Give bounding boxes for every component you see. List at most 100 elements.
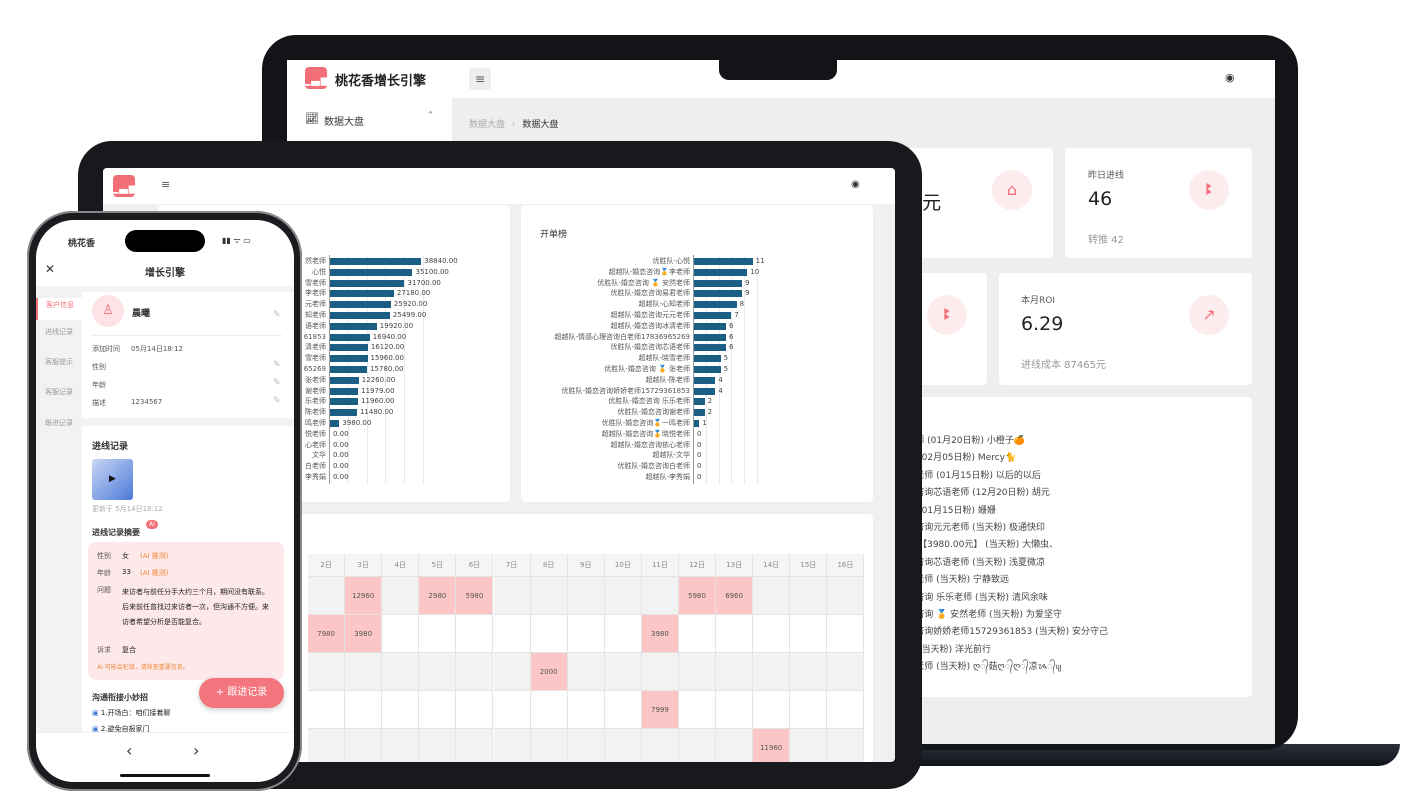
table-cell — [530, 729, 568, 762]
record-title: 进线记录 — [92, 442, 129, 452]
field-label: 年龄 — [92, 381, 106, 389]
table-cell — [679, 729, 717, 762]
bar-value: 25499.00 — [392, 311, 427, 319]
bar-label: 61853 — [303, 332, 326, 341]
tab-followup-record[interactable]: 跟进记录 — [45, 419, 73, 427]
table-cell — [308, 729, 346, 762]
bar-value: 0 — [697, 451, 702, 460]
feed-item[interactable]: 队-婚恋咨询芯语老师 (当天粉) 浅夏微凉 — [885, 557, 1045, 568]
bar-label: 优胜队-婚恋咨询娇娇老师15729361853 — [561, 386, 690, 395]
stat-sub: 转推 42 — [1088, 235, 1124, 246]
feed-item[interactable]: 队-婚恋咨询元元老师 (当天粉) 极通快印 — [885, 523, 1045, 533]
table-cell — [604, 615, 642, 653]
table-cell — [716, 615, 754, 653]
bar-label: 超越队-李秀娟 — [645, 473, 690, 481]
add-followup-button[interactable]: + 跟进记录 — [199, 678, 284, 708]
table-cell — [716, 653, 754, 691]
tip-item[interactable]: ▣ 1.开场白：咱们接着聊 — [92, 709, 171, 717]
table-cell — [604, 729, 642, 762]
tab-service-tips[interactable]: 客服提示 — [45, 358, 73, 366]
close-icon[interactable]: ✕ — [45, 262, 56, 276]
feed-item[interactable]: 队-晓雪老师 (当天粉) 宁静致远 — [885, 575, 1009, 586]
table-cell — [679, 615, 717, 653]
feed-item[interactable]: 队-婚恋咨询 🏅 安然老师 (当天粉) 为爱坚守 — [885, 610, 1062, 620]
table-header-cell: 9日 — [567, 554, 605, 577]
feed-item[interactable]: 队-婚恋咨询 乐乐老师 (当天粉) 清风余味 — [885, 592, 1048, 603]
table-cell — [567, 577, 605, 615]
table-cell: 12960 — [345, 577, 383, 615]
bar-label: 鸣老师 — [305, 419, 326, 427]
bar-value: 11979.00 — [361, 386, 395, 395]
tab-service-record[interactable]: 客服记录 — [45, 388, 73, 396]
bar-label: 雪老师 — [305, 278, 326, 287]
table-cell — [382, 577, 420, 615]
table-cell — [790, 691, 828, 729]
table-cell — [716, 729, 754, 762]
customer-name: 晨曦 — [132, 309, 151, 319]
feed-item[interactable]: 队-心如老师 (当天粉) ღ᭄菇ღ᭄ღ᭄凉ᝰ᭄ᦼ — [885, 662, 1062, 673]
edit-icon[interactable]: ✎ — [273, 360, 281, 370]
field-label: 添加时间 — [92, 345, 120, 353]
feed-item[interactable]: 队-婚恋咨询娇娇老师15729361853 (当天粉) 安分守己 — [885, 627, 1108, 638]
bar-label: 元老师 — [305, 300, 326, 309]
edit-icon[interactable]: ✎ — [273, 378, 281, 388]
table-cell — [493, 729, 531, 762]
feed-item[interactable]: 队-心悦 (02月05日粉) Mercy🐈 — [885, 453, 1017, 464]
ai-badge: AI — [146, 520, 158, 529]
table-cell — [382, 691, 420, 729]
table-cell: 7999 — [641, 691, 679, 729]
tab-customer-info[interactable]: 客户信息 — [36, 298, 82, 320]
bar — [694, 355, 721, 363]
feed-item[interactable]: 队-晓雪老师 (01月15日粉) 以后的以后 — [885, 470, 1041, 481]
bar-value: 0.00 — [333, 429, 349, 438]
feed-item[interactable]: 队-陈老师 (01月20日粉) 小橙子🍊 — [885, 436, 1026, 446]
forward-icon[interactable]: › — [193, 741, 200, 760]
video-thumbnail[interactable]: ▶ — [92, 459, 133, 500]
feed-item[interactable]: 队-心悦 (当天粉) 洋光前行 — [885, 644, 991, 655]
table-cell: 2980 — [419, 577, 457, 615]
table-cell — [790, 729, 828, 762]
field-value: 05月14日18:12 — [131, 345, 183, 353]
bar — [694, 366, 721, 373]
edit-icon[interactable]: ✎ — [273, 310, 281, 320]
users-icon: ꔪ — [927, 295, 967, 335]
back-icon[interactable]: ‹ — [126, 741, 133, 760]
summary-issue: 来访者与前任分手大约三个月，期间没有联系。后来前任曾找过来访者一次，但沟通不方便… — [122, 588, 269, 626]
bar-value: 0.00 — [333, 473, 349, 481]
table-cell — [308, 577, 346, 615]
bar — [694, 387, 716, 395]
bar-value: 0.00 — [333, 440, 349, 449]
bar — [694, 333, 726, 341]
breadcrumb-item[interactable]: 数据大盘 — [469, 120, 506, 130]
table-cell — [790, 615, 828, 653]
avatar: ♙ — [92, 295, 124, 327]
table-cell — [456, 691, 494, 729]
money-icon: ⌂ — [992, 170, 1032, 210]
bar-label: 悦老师 — [305, 429, 326, 438]
home-indicator[interactable] — [120, 774, 210, 777]
bar-value: 9 — [745, 289, 750, 298]
summary-label: 年龄 — [97, 569, 111, 577]
edit-icon[interactable]: ✎ — [273, 396, 281, 406]
bar — [330, 312, 390, 319]
menu-toggle-button[interactable]: ≡ — [469, 68, 491, 90]
table-cell — [382, 653, 420, 691]
table-cell — [419, 729, 457, 762]
tip-item[interactable]: ▣ 2.避免自报家门 — [92, 725, 150, 733]
bar — [694, 322, 726, 330]
feed-item[interactable]: 队-心悦 【3980.00元】 (当天粉) 大懒虫、 — [885, 540, 1059, 551]
user-icon[interactable]: ◉ — [851, 179, 860, 190]
bar — [694, 398, 705, 406]
menu-toggle-button[interactable]: ≡ — [161, 178, 171, 191]
feed-item[interactable]: 队-心悦 (01月15日粉) 姗姗 — [885, 505, 996, 516]
sidebar-item-dashboard[interactable]: 📈︎ 数据大盘 ˄ — [287, 98, 452, 140]
user-icon[interactable]: ◉ — [1225, 71, 1235, 84]
table-cell — [679, 653, 717, 691]
feed-item[interactable]: 队-婚恋咨询芯语老师 (12月20日粉) 胡元 — [885, 488, 1050, 499]
table-cell: 3980 — [345, 615, 383, 653]
bar — [330, 258, 422, 265]
table-cell — [308, 653, 346, 691]
bar-value: 0 — [697, 473, 702, 481]
gridline — [404, 255, 406, 484]
tab-lead-record[interactable]: 进线记录 — [45, 328, 73, 336]
